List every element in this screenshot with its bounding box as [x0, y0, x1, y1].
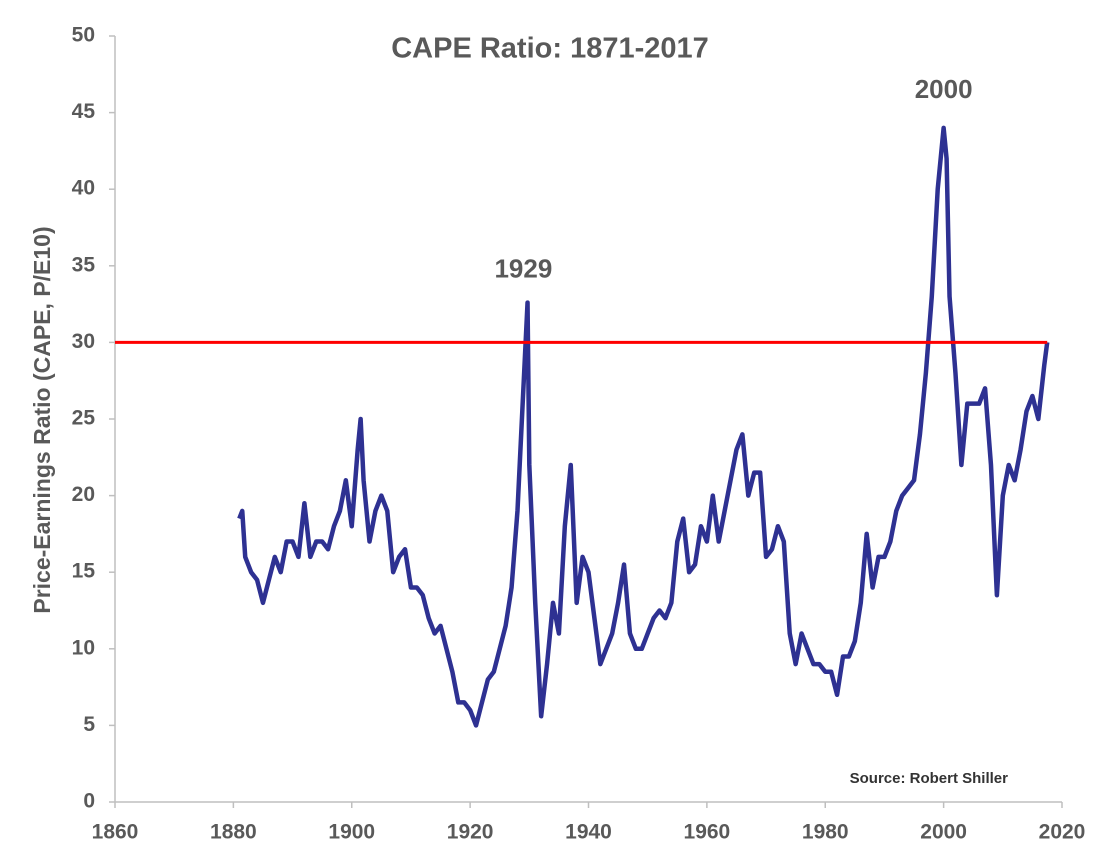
x-tick-label: 1900: [328, 821, 375, 844]
source-note: Source: Robert Shiller: [850, 770, 1009, 787]
annotation: 2000: [915, 74, 973, 104]
x-tick-label: 2000: [920, 821, 967, 844]
data-line: [237, 125, 1050, 728]
chart-title: CAPE Ratio: 1871-2017: [391, 33, 709, 65]
x-tick-label: 1980: [802, 821, 849, 844]
x-tick-label: 1940: [565, 821, 612, 844]
y-tick-label: 5: [83, 713, 95, 736]
y-tick-label: 40: [72, 177, 95, 200]
x-tick-label: 1860: [92, 821, 139, 844]
y-tick-label: 0: [83, 790, 95, 813]
y-tick-label: 45: [72, 100, 96, 123]
x-tick-label: 1960: [684, 821, 731, 844]
y-tick-label: 30: [72, 330, 95, 353]
annotation: 1929: [494, 253, 552, 283]
x-tick-label: 1920: [447, 821, 494, 844]
x-tick-label: 1880: [210, 821, 257, 844]
y-tick-label: 35: [72, 253, 96, 276]
y-tick-label: 20: [72, 483, 95, 506]
y-axis-label: Price-Earnings Ratio (CAPE, P/E10): [29, 226, 55, 613]
y-tick-label: 25: [72, 407, 96, 430]
x-tick-label: 2020: [1039, 821, 1086, 844]
y-tick-label: 50: [72, 24, 95, 47]
y-tick-label: 15: [72, 560, 96, 583]
y-tick-label: 10: [72, 636, 95, 659]
